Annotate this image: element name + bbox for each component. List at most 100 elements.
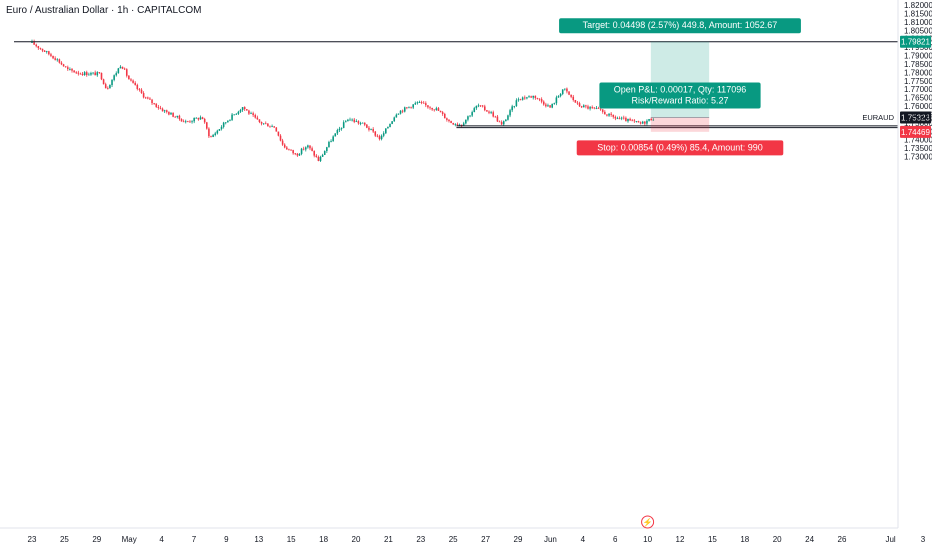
candle-body-289 bbox=[639, 122, 642, 124]
event-icon bbox=[641, 515, 655, 529]
candle-body-168 bbox=[385, 128, 387, 134]
candle-body-148 bbox=[342, 122, 345, 128]
candle-body-285 bbox=[631, 120, 634, 122]
x-tick-label-11: 21 bbox=[384, 535, 393, 544]
candle-body-293 bbox=[648, 118, 650, 121]
y-tick-label-2: 1.81000 bbox=[904, 18, 932, 27]
x-tick-label-12: 23 bbox=[416, 535, 425, 544]
candle-body-88 bbox=[216, 130, 219, 134]
y-axis: 1.820001.815001.810001.805001.800001.795… bbox=[897, 0, 932, 528]
candle-body-24 bbox=[81, 73, 84, 75]
candle-body-163 bbox=[374, 131, 377, 136]
candle-body-39 bbox=[113, 75, 115, 80]
candle-body-152 bbox=[351, 119, 353, 121]
candle-body-188 bbox=[427, 105, 429, 108]
candle-body-240 bbox=[536, 98, 539, 99]
candle-body-160 bbox=[368, 127, 370, 130]
candle-body-129 bbox=[302, 148, 305, 150]
candle-body-83 bbox=[205, 122, 208, 129]
x-tick-label-25: 26 bbox=[838, 535, 847, 544]
candle-body-127 bbox=[298, 153, 301, 156]
candle-body-38 bbox=[111, 79, 113, 86]
candle-body-103 bbox=[248, 110, 250, 114]
candle-body-174 bbox=[397, 113, 400, 115]
candle-body-250 bbox=[557, 96, 560, 98]
candle-body-134 bbox=[313, 150, 316, 156]
candle-body-156 bbox=[359, 123, 362, 124]
candle-body-69 bbox=[176, 115, 179, 118]
candle-body-209 bbox=[471, 112, 473, 116]
candle-body-60 bbox=[157, 106, 160, 108]
candle-body-93 bbox=[227, 120, 229, 123]
candle-body-138 bbox=[321, 154, 324, 157]
candle-body-193 bbox=[437, 108, 440, 111]
candle-body-277 bbox=[614, 116, 617, 119]
x-tick-label-7: 13 bbox=[254, 535, 263, 544]
candle-body-197 bbox=[446, 118, 448, 120]
candle-body-45 bbox=[125, 69, 128, 76]
candle-body-86 bbox=[212, 134, 214, 137]
candle-body-216 bbox=[486, 110, 488, 112]
candle-body-111 bbox=[264, 123, 267, 125]
candle-body-1 bbox=[33, 41, 35, 45]
y-tick-label-1: 1.81500 bbox=[904, 9, 932, 18]
y-tick-label-17: 1.73500 bbox=[904, 144, 932, 153]
candle-body-233 bbox=[521, 97, 524, 100]
candle-body-145 bbox=[336, 130, 339, 134]
candle-body-167 bbox=[382, 133, 385, 136]
candle-body-89 bbox=[218, 129, 221, 131]
candle-body-29 bbox=[92, 72, 94, 74]
y-tick-label-12: 1.76000 bbox=[904, 102, 932, 111]
candle-body-41 bbox=[117, 68, 120, 74]
candle-body-4 bbox=[39, 48, 42, 49]
price-marker-label-1: 1.75323 bbox=[901, 113, 930, 122]
candle-body-264 bbox=[587, 106, 589, 109]
candle-body-74 bbox=[187, 121, 189, 123]
candle-body-81 bbox=[201, 117, 204, 119]
candle-body-33 bbox=[100, 72, 103, 80]
candle-body-63 bbox=[163, 110, 166, 112]
candle-body-177 bbox=[403, 107, 406, 112]
candle-body-146 bbox=[338, 128, 341, 131]
y-tick-label-18: 1.73000 bbox=[904, 153, 932, 162]
candle-body-251 bbox=[559, 93, 562, 97]
candle-body-5 bbox=[41, 48, 44, 51]
candle-body-230 bbox=[515, 100, 518, 107]
candle-body-172 bbox=[393, 117, 396, 122]
candle-body-262 bbox=[582, 105, 585, 108]
candle-body-121 bbox=[286, 147, 288, 150]
x-tick-label-21: 15 bbox=[708, 535, 717, 544]
candle-body-40 bbox=[115, 73, 118, 76]
candle-body-82 bbox=[203, 118, 206, 123]
candle-body-150 bbox=[347, 119, 349, 122]
candle-body-173 bbox=[395, 114, 398, 118]
candle-body-206 bbox=[465, 119, 467, 124]
candle-body-203 bbox=[458, 124, 461, 126]
candle-body-128 bbox=[300, 148, 303, 154]
candle-body-51 bbox=[138, 88, 141, 90]
x-tick-label-15: 29 bbox=[514, 535, 523, 544]
candle-body-135 bbox=[315, 155, 318, 158]
candle-body-227 bbox=[509, 110, 511, 116]
candle-body-287 bbox=[635, 121, 638, 122]
candle-body-153 bbox=[353, 119, 356, 122]
candle-body-191 bbox=[433, 109, 436, 111]
y-tick-label-0: 1.82000 bbox=[904, 1, 932, 10]
candle-body-53 bbox=[142, 93, 145, 98]
candle-body-77 bbox=[193, 117, 195, 122]
candle-body-97 bbox=[235, 113, 238, 115]
candle-body-213 bbox=[479, 105, 482, 107]
candle-body-56 bbox=[149, 98, 151, 100]
candle-body-76 bbox=[191, 121, 193, 123]
x-tick-label-18: 6 bbox=[613, 535, 618, 544]
candle-body-26 bbox=[85, 72, 88, 76]
candle-body-137 bbox=[319, 156, 322, 161]
candle-body-91 bbox=[222, 122, 225, 127]
candle-body-98 bbox=[237, 111, 240, 114]
candle-body-34 bbox=[102, 79, 105, 85]
candle-body-159 bbox=[366, 124, 368, 128]
candle-body-176 bbox=[401, 110, 404, 112]
candle-body-186 bbox=[422, 102, 425, 104]
